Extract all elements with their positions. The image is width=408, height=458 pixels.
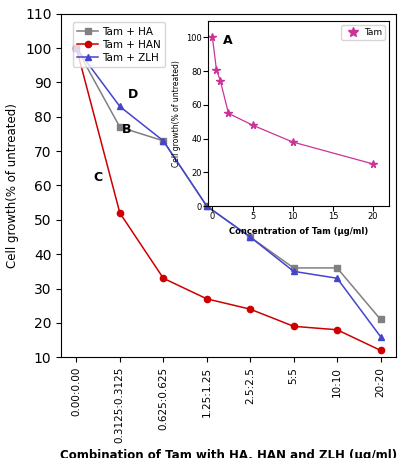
Line: Tam + HA: Tam + HA [73, 45, 384, 322]
Tam + ZLH [248, 234, 253, 240]
Tam + HA [378, 317, 383, 322]
Tam + ZLH [161, 138, 166, 144]
Tam + HA [204, 203, 209, 209]
X-axis label: Combination of Tam with HA, HAN and ZLH (μg/ml): Combination of Tam with HA, HAN and ZLH … [60, 449, 397, 458]
Y-axis label: Cell growth(% of untreated): Cell growth(% of untreated) [7, 103, 20, 268]
Tam + HAN [291, 323, 296, 329]
Tam + HAN [335, 327, 339, 333]
Tam + HAN [248, 306, 253, 312]
Tam + HA [118, 125, 122, 130]
Tam + HAN [378, 348, 383, 353]
Tam + ZLH [291, 268, 296, 274]
Tam + HAN [204, 296, 209, 302]
Tam + HAN [74, 45, 79, 51]
Tam + HAN [118, 210, 122, 216]
Tam + HA [74, 45, 79, 51]
Tam + ZLH [118, 104, 122, 109]
Tam + ZLH [204, 203, 209, 209]
Line: Tam + HAN: Tam + HAN [73, 45, 384, 354]
Tam + HA [248, 234, 253, 240]
Text: C: C [93, 171, 102, 184]
Tam + HAN [161, 276, 166, 281]
Tam + HA [335, 265, 339, 271]
Text: B: B [122, 123, 131, 136]
Tam + ZLH [378, 334, 383, 339]
Tam + ZLH [74, 45, 79, 51]
Line: Tam + ZLH: Tam + ZLH [73, 44, 384, 340]
Legend: Tam + HA, Tam + HAN, Tam + ZLH: Tam + HA, Tam + HAN, Tam + ZLH [73, 22, 165, 67]
Tam + HA [291, 265, 296, 271]
Text: D: D [128, 88, 138, 101]
Tam + HA [161, 138, 166, 144]
Tam + ZLH [335, 276, 339, 281]
